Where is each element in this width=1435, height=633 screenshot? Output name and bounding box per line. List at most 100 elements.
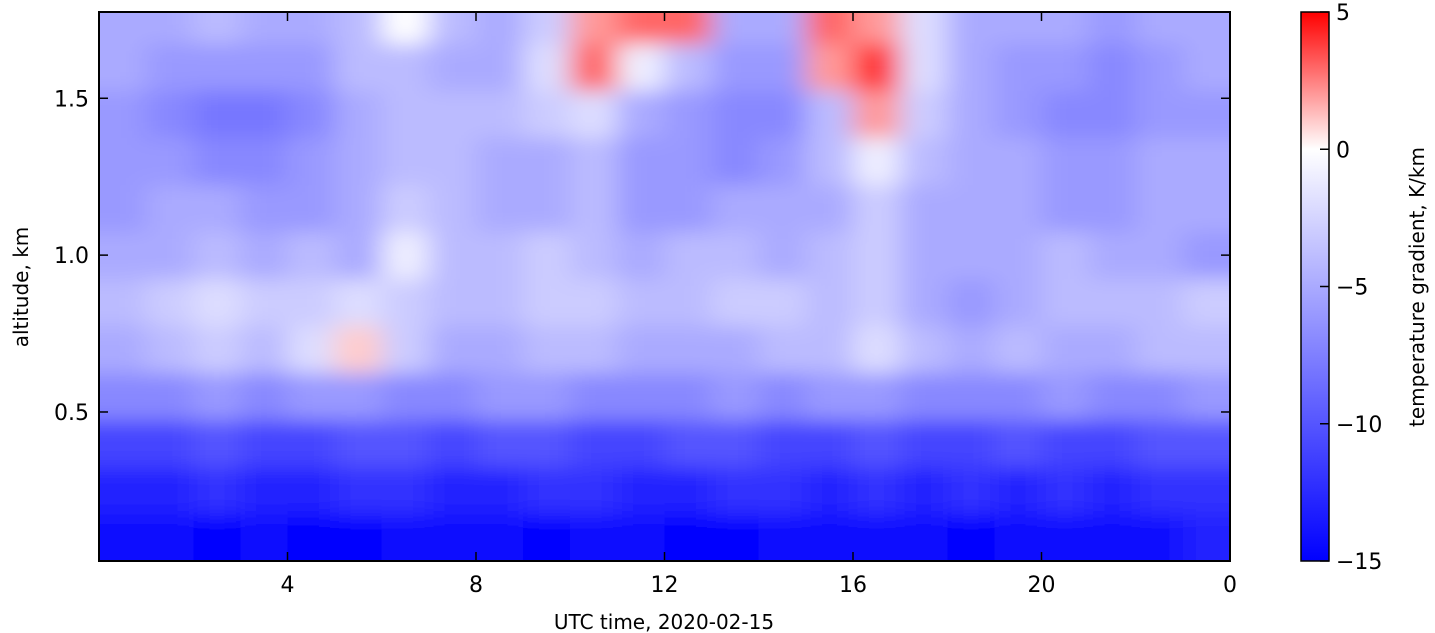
heatmap-cell xyxy=(428,419,477,468)
heatmap-cell xyxy=(240,90,288,138)
heatmap-cell xyxy=(1135,325,1184,374)
heatmap-cell xyxy=(947,184,995,233)
heatmap-cell xyxy=(805,325,854,374)
heatmap-cell xyxy=(193,43,241,91)
heatmap-cell xyxy=(381,90,430,138)
heatmap-cell xyxy=(853,43,901,91)
x-tick-label: 16 xyxy=(839,573,867,598)
heatmap-cell xyxy=(523,231,571,280)
heatmap-cell xyxy=(287,231,336,280)
colorbar-label: temperature gradient, K/km xyxy=(1405,147,1429,427)
heatmap-cell xyxy=(240,466,288,515)
heatmap-cell xyxy=(900,419,948,468)
heatmap-cell xyxy=(1041,513,1090,561)
heatmap-cell xyxy=(994,466,1042,515)
heatmap-cell xyxy=(428,513,477,561)
heatmap-cell xyxy=(900,12,948,44)
heatmap-cell xyxy=(711,325,760,374)
heatmap-cell xyxy=(428,466,477,515)
heatmap-cell xyxy=(805,12,854,44)
heatmap-cell xyxy=(523,137,571,186)
heatmap-cell xyxy=(1182,12,1230,44)
heatmap-cell xyxy=(1135,90,1184,138)
heatmap-cell xyxy=(334,419,383,468)
heatmap-cell xyxy=(428,12,477,44)
heatmap-cell xyxy=(476,231,524,280)
heatmap-cell xyxy=(381,231,430,280)
heatmap-cell xyxy=(947,278,995,327)
heatmap-cell xyxy=(523,419,571,468)
heatmap-cell xyxy=(1041,466,1090,515)
heatmap-cell xyxy=(1041,184,1090,233)
heatmap-cell xyxy=(900,137,948,186)
heatmap-cell xyxy=(193,12,241,44)
heatmap-cell xyxy=(99,184,147,233)
colorbar-tick-label: −5 xyxy=(1336,276,1368,301)
heatmap-cell xyxy=(334,12,383,44)
heatmap-cell xyxy=(523,43,571,91)
heatmap-cell xyxy=(381,466,430,515)
heatmap-cell xyxy=(1135,513,1184,561)
heatmap-cell xyxy=(428,372,477,421)
heatmap-cell xyxy=(853,466,901,515)
heatmap-cell xyxy=(1182,278,1230,327)
heatmap-cell xyxy=(523,325,571,374)
heatmap-cell xyxy=(287,419,336,468)
heatmap-cell xyxy=(428,43,477,91)
heatmap-cell xyxy=(570,325,618,374)
heatmap-cell xyxy=(193,372,241,421)
heatmap-cell xyxy=(994,278,1042,327)
heatmap-cell xyxy=(146,12,194,44)
heatmap-cell xyxy=(193,466,241,515)
heatmap-cell xyxy=(617,137,665,186)
x-axis-label: UTC time, 2020-02-15 xyxy=(554,610,774,633)
heatmap-cell xyxy=(523,184,571,233)
heatmap-cell xyxy=(476,90,524,138)
heatmap-cell xyxy=(193,137,241,186)
heatmap-cell xyxy=(287,325,336,374)
heatmap-cell xyxy=(664,184,713,233)
heatmap-cell xyxy=(476,513,524,561)
heatmap-cell xyxy=(193,513,241,561)
y-tick-label: 1.5 xyxy=(54,87,89,112)
heatmap-cell xyxy=(146,325,194,374)
heatmap-cell xyxy=(381,137,430,186)
heatmap-cell xyxy=(146,372,194,421)
heatmap-cell xyxy=(758,90,807,138)
heatmap-cell xyxy=(381,513,430,561)
heatmap-cell xyxy=(805,90,854,138)
heatmap-cell xyxy=(900,231,948,280)
heatmap-cell xyxy=(570,278,618,327)
heatmap-cell xyxy=(146,184,194,233)
x-tick-label: 0 xyxy=(1223,573,1237,598)
heatmap-cell xyxy=(1182,513,1230,561)
heatmap-cell xyxy=(570,184,618,233)
heatmap-cell xyxy=(476,372,524,421)
heatmap-cell xyxy=(617,90,665,138)
heatmap-cell xyxy=(994,372,1042,421)
heatmap-cell xyxy=(99,12,147,44)
heatmap-cell xyxy=(853,12,901,44)
heatmap-cell xyxy=(805,419,854,468)
heatmap-cell xyxy=(1088,466,1137,515)
heatmap-cell xyxy=(900,372,948,421)
heatmap-cell xyxy=(664,278,713,327)
heatmap-cell xyxy=(1182,419,1230,468)
heatmap-cell xyxy=(947,12,995,44)
heatmap-cell xyxy=(428,278,477,327)
heatmap-cell xyxy=(523,466,571,515)
heatmap-cell xyxy=(570,137,618,186)
heatmap-cell xyxy=(193,184,241,233)
heatmap-cell xyxy=(853,372,901,421)
heatmap-cell xyxy=(711,419,760,468)
heatmap-cell xyxy=(994,137,1042,186)
heatmap-cell xyxy=(1041,372,1090,421)
heatmap-cell xyxy=(617,12,665,44)
heatmap-cell xyxy=(711,372,760,421)
heatmap-cell xyxy=(853,325,901,374)
heatmap-cell xyxy=(947,43,995,91)
heatmap-cell xyxy=(570,90,618,138)
heatmap-cell xyxy=(805,513,854,561)
heatmap-cell xyxy=(617,43,665,91)
heatmap-cell xyxy=(428,184,477,233)
